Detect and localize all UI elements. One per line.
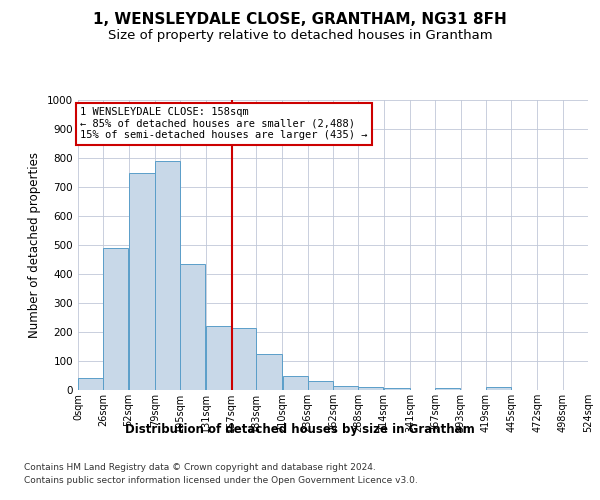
Bar	[129, 172, 155, 390]
Bar	[78, 378, 103, 390]
Text: Size of property relative to detached houses in Grantham: Size of property relative to detached ho…	[107, 28, 493, 42]
Text: 1 WENSLEYDALE CLOSE: 158sqm
← 85% of detached houses are smaller (2,488)
15% of : 1 WENSLEYDALE CLOSE: 158sqm ← 85% of det…	[80, 108, 367, 140]
Bar	[256, 354, 282, 390]
Bar	[283, 376, 308, 390]
Bar	[384, 388, 410, 390]
Bar	[206, 326, 230, 390]
Bar	[231, 328, 256, 390]
Text: Distribution of detached houses by size in Grantham: Distribution of detached houses by size …	[125, 422, 475, 436]
Y-axis label: Number of detached properties: Number of detached properties	[28, 152, 41, 338]
Text: Contains public sector information licensed under the Open Government Licence v3: Contains public sector information licen…	[24, 476, 418, 485]
Bar	[333, 386, 358, 390]
Bar	[486, 387, 511, 390]
Text: 1, WENSLEYDALE CLOSE, GRANTHAM, NG31 8FH: 1, WENSLEYDALE CLOSE, GRANTHAM, NG31 8FH	[93, 12, 507, 28]
Bar	[103, 248, 128, 390]
Bar	[436, 388, 460, 390]
Bar	[181, 264, 205, 390]
Bar	[358, 387, 383, 390]
Text: Contains HM Land Registry data © Crown copyright and database right 2024.: Contains HM Land Registry data © Crown c…	[24, 462, 376, 471]
Bar	[308, 382, 333, 390]
Bar	[155, 161, 180, 390]
